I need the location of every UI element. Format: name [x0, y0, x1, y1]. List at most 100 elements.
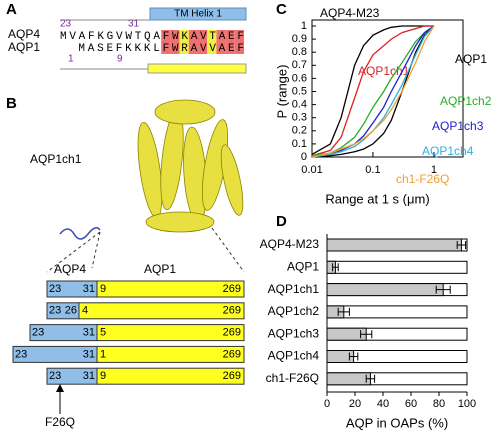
cdf-line	[311, 25, 435, 158]
error-bar	[348, 352, 359, 361]
plot-frame	[311, 19, 464, 158]
construct-number: 31	[83, 348, 95, 360]
construct-number: 269	[223, 327, 241, 339]
y-tick-label: 0.4	[292, 99, 307, 111]
residue-highlight	[207, 30, 217, 42]
x-tick-label: 20	[349, 398, 361, 410]
helix-bar	[149, 7, 247, 21]
x-tick-label: 0.1	[365, 164, 380, 176]
construct-number: 269	[223, 370, 241, 382]
n-terminus	[59, 227, 101, 240]
construct-number: 269	[223, 283, 241, 295]
construct-number: 23	[49, 305, 61, 317]
residue-highlight	[179, 42, 189, 54]
y-tick-label: 0.6	[292, 72, 307, 84]
dash-line	[46, 231, 101, 273]
aqp1-segment	[78, 302, 245, 320]
construct-number: 31	[83, 283, 95, 295]
x-tick-label: 40	[377, 398, 389, 410]
y-tick-label: 0	[301, 151, 307, 163]
row-label: AQP4	[8, 27, 40, 41]
series-label: ch1-F26Q	[396, 172, 449, 186]
cdf-line	[311, 25, 435, 158]
series-label: AQP4-M23	[320, 6, 380, 20]
bar-background	[326, 260, 468, 274]
residue-number: 23	[60, 19, 72, 30]
construct-header: AQP1	[144, 262, 176, 276]
error-bar	[456, 241, 467, 249]
error-bar	[360, 330, 373, 339]
construct-number: 9	[100, 370, 106, 382]
y-tick-label: 0.9	[292, 33, 307, 45]
y-axis-label: P (range)	[274, 65, 289, 119]
construct-number: 269	[223, 305, 241, 317]
residue-number: 1	[68, 54, 74, 65]
x-tick-label: 100	[458, 398, 476, 410]
x-axis-label: AQP in OAPs (%)	[346, 415, 448, 430]
construct-number: 4	[82, 305, 88, 317]
construct-number: 1	[100, 348, 106, 360]
protein-structure	[137, 99, 244, 233]
residue-highlight	[234, 30, 244, 42]
construct-number: 26	[65, 305, 77, 317]
residue-highlight	[170, 30, 180, 42]
residue-number: 31	[128, 19, 140, 30]
y-tick-label: 0.8	[292, 46, 307, 58]
x-tick-label: 60	[405, 398, 417, 410]
panel-label: B	[6, 95, 17, 112]
series-label: AQP1	[455, 52, 487, 66]
construct-number: 23	[49, 283, 61, 295]
series-label: AQP1ch1	[358, 64, 410, 78]
structure-label: AQP1ch1	[30, 152, 82, 166]
residue-highlight	[234, 42, 244, 54]
x-tick-label: 0	[324, 398, 330, 410]
cdf-line	[311, 25, 435, 158]
category-label: AQP1ch3	[268, 326, 320, 340]
x-tick-label: 80	[433, 398, 445, 410]
y-tick-label: 0.7	[292, 59, 307, 71]
residue-highlight	[198, 42, 208, 54]
residue-highlight	[198, 30, 208, 42]
residue-highlight	[188, 42, 198, 54]
y-tick-label: 0.5	[292, 85, 307, 97]
panel-label: D	[276, 213, 287, 230]
construct-number: 31	[83, 327, 95, 339]
construct-number: 23	[15, 348, 27, 360]
series-label: AQP1ch3	[432, 119, 484, 133]
y-tick-label: 1	[301, 20, 307, 32]
category-label: AQP1ch1	[268, 282, 320, 296]
category-label: ch1-F26Q	[266, 371, 319, 385]
residue-highlight	[216, 30, 226, 42]
x-tick-label: 1	[431, 164, 437, 176]
category-label: AQP1ch2	[268, 304, 320, 318]
construct-number: 31	[83, 370, 95, 382]
residue-highlight	[216, 42, 226, 54]
category-label: AQP1ch4	[268, 349, 320, 363]
residue-highlight	[225, 42, 235, 54]
row-label: AQP1	[8, 40, 40, 54]
y-tick-label: 0.3	[292, 112, 307, 124]
mutation-label: F26Q	[45, 415, 75, 429]
y-tick-label: 0.2	[292, 125, 307, 137]
cdf-line	[311, 25, 434, 157]
dash-line	[91, 231, 101, 269]
error-bar	[337, 307, 350, 316]
bar	[326, 238, 462, 252]
residue-highlight	[161, 30, 171, 42]
construct-number: 5	[100, 327, 106, 339]
x-tick-label: 0.01	[301, 164, 322, 176]
aqp1-segment	[96, 324, 245, 342]
cdf-line	[311, 25, 435, 157]
residue-highlight	[161, 42, 171, 54]
aqp1-segment	[96, 345, 245, 363]
series-label: AQP1ch2	[440, 94, 492, 108]
construct-number: 9	[100, 283, 106, 295]
y-tick-label: 0.1	[292, 138, 307, 150]
cdf-line	[311, 25, 434, 155]
error-bar	[332, 263, 339, 272]
residue-highlight	[188, 30, 198, 42]
aqp1-segment	[96, 367, 245, 385]
residue-highlight	[179, 30, 189, 42]
residue-highlight	[225, 30, 235, 42]
